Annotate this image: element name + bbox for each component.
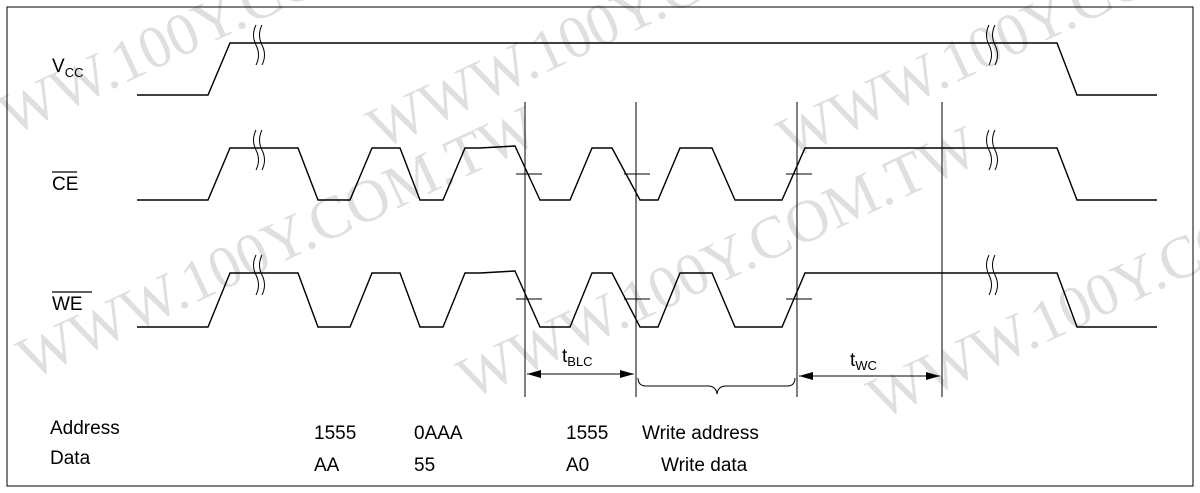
tblc-label-main: t (562, 346, 568, 367)
data-value-2: 55 (414, 455, 435, 476)
twc-arrow (799, 372, 940, 380)
reference-lines (524, 102, 943, 397)
data-value-4: Write data (661, 455, 748, 476)
twc-label: tWC (850, 350, 877, 373)
address-value-1: 1555 (314, 423, 356, 444)
data-value-1: AA (314, 455, 340, 476)
data-label: Data (50, 448, 91, 469)
address-value-3: 1555 (566, 423, 608, 444)
frame (6, 6, 1194, 487)
data-value-3: A0 (566, 455, 589, 476)
vcc-label: VCC (52, 56, 83, 80)
twc-label-main: t (850, 350, 856, 371)
twc-label-sub: WC (855, 358, 877, 373)
we-waveform (137, 270, 1157, 328)
ce-waveform (137, 145, 1157, 201)
vcc-waveform (137, 42, 1157, 96)
break-marks (253, 24, 998, 296)
brace (637, 377, 796, 395)
tblc-label-sub: BLC (567, 354, 592, 369)
vcc-label-main: V (52, 56, 65, 77)
ce-label: CE (52, 174, 78, 195)
vcc-label-sub: CC (65, 65, 84, 80)
address-value-2: 0AAA (414, 423, 463, 444)
address-value-4: Write address (642, 423, 759, 444)
tblc-arrow (527, 370, 634, 378)
we-label: WE (52, 294, 83, 315)
watermark: WWW.100Y.COM.TW WWW.100Y.COM.TW WWW.100Y… (0, 0, 1200, 432)
tblc-label: tBLC (562, 346, 593, 369)
watermark-text-3: WWW.100Y.COM.TW (768, 0, 1200, 172)
crossing-ticks (516, 173, 812, 300)
address-label: Address (50, 418, 120, 439)
